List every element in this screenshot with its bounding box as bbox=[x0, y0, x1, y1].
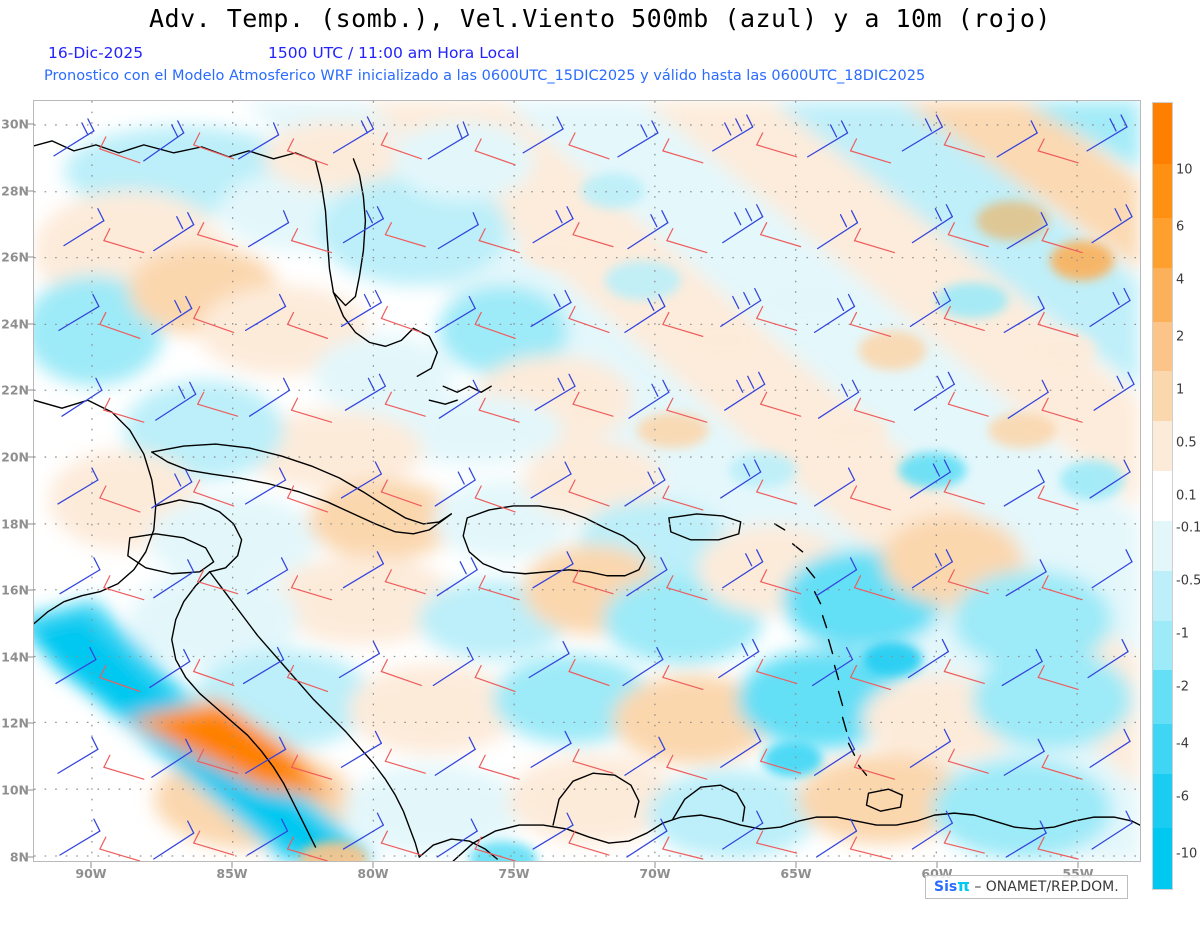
colorbar-band bbox=[1153, 218, 1172, 268]
y-tick-mark bbox=[28, 256, 34, 258]
subtitle-row: 16-Dic-2025 1500 UTC / 11:00 am Hora Loca… bbox=[48, 44, 519, 62]
y-tick-label: 24N bbox=[1, 316, 29, 332]
y-tick-mark bbox=[28, 456, 34, 458]
colorbar-tick-label: -6 bbox=[1176, 789, 1189, 805]
forecast-date: 16-Dic-2025 bbox=[48, 44, 144, 62]
colorbar-band bbox=[1153, 670, 1172, 725]
colorbar-tick-label: -2 bbox=[1176, 679, 1189, 695]
colorbar-tick-label: -0.5 bbox=[1176, 573, 1200, 589]
colorbar-band bbox=[1153, 520, 1172, 571]
colorbar-tick-label: 0.1 bbox=[1176, 488, 1197, 504]
y-tick-label: 8N bbox=[9, 849, 29, 865]
colorbar-band bbox=[1153, 570, 1172, 621]
x-tick-label: 65W bbox=[780, 866, 812, 881]
colorbar-band bbox=[1153, 421, 1172, 472]
colorbar-labels: 10 6 4 2 1 0.5 0.1 -0.1 -0.5 -1 -2 -4 -6… bbox=[1176, 102, 1200, 890]
y-tick-label: 14N bbox=[1, 649, 29, 665]
colorbar-tick-label: 6 bbox=[1176, 219, 1185, 235]
colorbar-tick-label: 2 bbox=[1176, 329, 1185, 345]
y-axis: 30N 28N 26N 24N 22N 20N 18N 16N 14N 12N … bbox=[0, 0, 34, 927]
x-tick-mark bbox=[795, 862, 797, 868]
page-title: Adv. Temp. (somb.), Vel.Viento 500mb (az… bbox=[149, 4, 1051, 33]
y-tick-mark bbox=[28, 123, 34, 125]
y-tick-label: 20N bbox=[1, 449, 29, 465]
x-tick-mark bbox=[1077, 862, 1079, 868]
colorbar-tick-label: 1 bbox=[1176, 382, 1185, 398]
colorbar-tick-label: 4 bbox=[1176, 272, 1185, 288]
x-tick-label: 90W bbox=[75, 866, 107, 881]
map-plot-area[interactable] bbox=[33, 100, 1141, 862]
x-tick-label: 75W bbox=[498, 866, 530, 881]
colorbar-band bbox=[1153, 164, 1172, 219]
x-tick-mark bbox=[936, 862, 938, 868]
x-tick-mark bbox=[90, 862, 92, 868]
temperature-advection-shading bbox=[34, 101, 1140, 861]
y-tick-label: 18N bbox=[1, 516, 29, 532]
colorbar-band bbox=[1153, 827, 1172, 889]
coastlines-layer bbox=[34, 140, 1140, 861]
colorbar-band bbox=[1153, 620, 1172, 671]
forecast-time: 1500 UTC / 11:00 am Hora Local bbox=[268, 44, 520, 62]
forecast-note: Pronostico con el Modelo Atmosferico WRF… bbox=[44, 68, 926, 84]
y-tick-mark bbox=[28, 856, 34, 858]
y-tick-mark bbox=[28, 523, 34, 525]
x-tick-mark bbox=[654, 862, 656, 868]
x-tick-label: 80W bbox=[357, 866, 389, 881]
colorbar-band bbox=[1153, 321, 1172, 372]
y-tick-label: 16N bbox=[1, 582, 29, 598]
wind-barbs-10m-layer bbox=[99, 132, 1083, 861]
x-tick-mark bbox=[231, 862, 233, 868]
y-tick-mark bbox=[28, 389, 34, 391]
y-tick-mark bbox=[28, 656, 34, 658]
colorbar-band bbox=[1153, 267, 1172, 322]
y-tick-label: 22N bbox=[1, 382, 29, 398]
x-tick-label: 70W bbox=[639, 866, 671, 881]
y-tick-label: 26N bbox=[1, 249, 29, 265]
colorbar-tick-label: -0.1 bbox=[1176, 520, 1200, 536]
colorbar-band bbox=[1153, 724, 1172, 774]
x-tick-mark bbox=[372, 862, 374, 868]
y-tick-label: 28N bbox=[1, 183, 29, 199]
colorbar-band bbox=[1153, 773, 1172, 828]
colorbar-tick-label: -1 bbox=[1176, 626, 1189, 642]
wind-barbs-500mb-layer bbox=[53, 114, 1135, 860]
colorbar-band bbox=[1153, 371, 1172, 422]
organization-text: – ONAMET/REP.DOM. bbox=[969, 879, 1119, 895]
brand-sis-text: Sis bbox=[934, 879, 958, 895]
colorbar-tick-label: -10 bbox=[1176, 846, 1198, 862]
colorbar-tick-label: 0.5 bbox=[1176, 435, 1197, 451]
x-tick-label: 85W bbox=[216, 866, 248, 881]
y-tick-mark bbox=[28, 722, 34, 724]
y-tick-mark bbox=[28, 190, 34, 192]
y-tick-mark bbox=[28, 789, 34, 791]
colorbar-tick-label: -4 bbox=[1176, 736, 1189, 752]
y-tick-mark bbox=[28, 589, 34, 591]
y-tick-label: 30N bbox=[1, 116, 29, 132]
colorbar[interactable] bbox=[1152, 102, 1173, 890]
gridlines-layer bbox=[34, 101, 1140, 861]
y-tick-label: 10N bbox=[1, 782, 29, 798]
colorbar-tick-label: 10 bbox=[1176, 162, 1193, 178]
brand-pi-icon: π bbox=[957, 876, 970, 895]
y-tick-label: 12N bbox=[1, 715, 29, 731]
y-tick-mark bbox=[28, 323, 34, 325]
colorbar-band bbox=[1153, 103, 1172, 165]
x-tick-mark bbox=[513, 862, 515, 868]
attribution-badge: Sisπ – ONAMET/REP.DOM. bbox=[925, 875, 1128, 899]
colorbar-band bbox=[1153, 471, 1172, 521]
